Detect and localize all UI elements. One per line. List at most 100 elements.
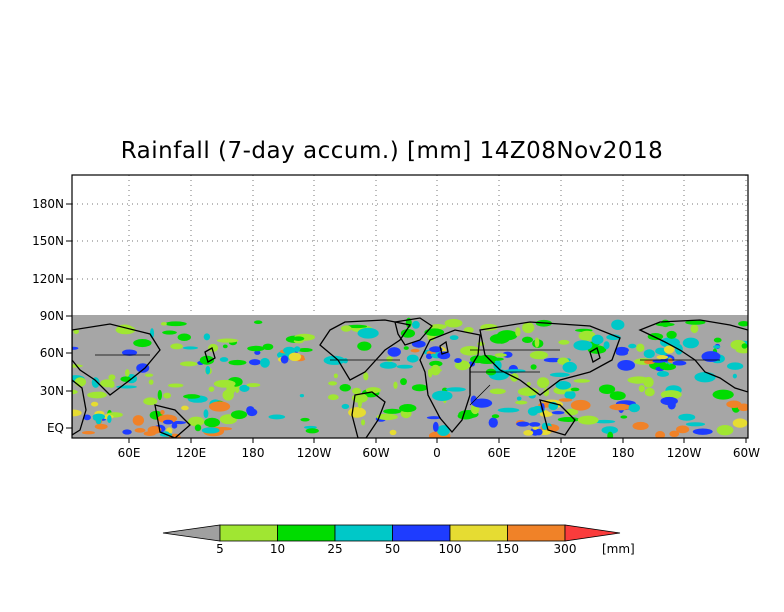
rain-patch: [357, 327, 379, 339]
rain-patch: [526, 381, 531, 386]
rain-patch: [208, 401, 231, 412]
rain-patch: [570, 399, 591, 411]
rain-patch: [132, 415, 145, 426]
rain-patch: [741, 343, 748, 349]
rain-patch: [659, 363, 677, 371]
rain-patch: [181, 405, 189, 411]
rain-patch: [134, 428, 146, 433]
rain-patch: [432, 421, 439, 432]
rain-patch: [617, 359, 636, 371]
rain-patch: [254, 350, 261, 355]
rain-patch-heavy: [663, 345, 675, 354]
rain-patch: [549, 372, 570, 377]
lon-tick-label: 120W: [667, 446, 702, 460]
rain-patch: [406, 354, 419, 363]
rain-patch: [426, 416, 441, 420]
rain-patch: [628, 403, 640, 413]
rain-patch: [247, 345, 265, 352]
plot-frame: [71, 174, 749, 439]
lat-tick-label: 30N: [40, 384, 64, 398]
rain-patch: [204, 417, 221, 428]
rain-patch: [262, 343, 274, 351]
rain-patch: [712, 389, 734, 400]
rain-patch: [672, 360, 687, 366]
rain-patch: [162, 330, 177, 335]
rain-patch: [346, 324, 368, 329]
rain-patch: [253, 320, 263, 325]
rain-patch: [424, 328, 445, 336]
lat-tick-label: 120N: [32, 272, 64, 286]
rain-patch: [170, 343, 183, 350]
rain-patch: [411, 384, 428, 392]
rain-patch: [676, 425, 690, 434]
rain-patch: [144, 373, 154, 377]
rain-patch: [387, 347, 401, 357]
rain-patch: [340, 325, 352, 332]
rain-patch: [593, 419, 616, 424]
rain-patch: [529, 351, 549, 360]
rain-patch: [660, 396, 678, 406]
rain-patch-heavy: [437, 351, 451, 360]
rain-patch-heavy: [652, 359, 665, 363]
rain-patch: [230, 410, 248, 420]
rain-patch-heavy: [643, 359, 656, 365]
colorbar-segment: [449, 524, 508, 542]
rain-patch: [603, 341, 610, 350]
rain-patch: [436, 425, 450, 436]
rain-patch: [389, 429, 397, 436]
longitude-axis: 60E 120E 180 120W 60W 0 60E 120E 180 120W 60W: [118, 438, 760, 460]
rain-patch: [246, 406, 255, 415]
rain-patch: [386, 356, 393, 362]
rain-patch: [90, 401, 99, 407]
rain-patch: [606, 334, 621, 341]
rain-patch: [628, 343, 637, 349]
land-outline: [204, 347, 216, 363]
rain-patch: [690, 324, 699, 334]
lon-tick-label: 120W: [297, 446, 332, 460]
rain-patch: [341, 403, 350, 410]
rain-patch: [396, 364, 413, 369]
rain-patch: [74, 377, 87, 387]
rain-patch: [160, 409, 165, 415]
rain-patch: [91, 377, 100, 388]
rain-patch: [515, 327, 521, 337]
rain-patch: [72, 389, 78, 395]
rain-patch-heavy: [658, 352, 668, 356]
rain-patch: [701, 351, 721, 362]
latitude-axis: EQ 30N 60N 90N 120N 150N 180N: [32, 197, 72, 435]
lat-tick-label: 90N: [40, 309, 64, 323]
rain-patch: [564, 390, 576, 400]
rain-patch: [660, 390, 682, 400]
rain-patch: [249, 359, 261, 366]
rain-patch-heavy: [147, 425, 162, 434]
rain-patch: [216, 338, 239, 343]
rain-patch-heavy: [656, 355, 669, 360]
rain-patch: [376, 413, 398, 421]
land-outlines: [72, 317, 748, 438]
rain-patch: [488, 417, 498, 428]
rain-patch: [393, 381, 398, 389]
rain-patch-heavy: [107, 414, 112, 424]
rain-patch: [100, 379, 115, 388]
lat-tick-label: EQ: [47, 421, 64, 435]
land-outline: [589, 347, 601, 363]
rain-patch: [573, 340, 593, 351]
lat-tick-label: 60N: [40, 346, 64, 360]
rain-patch: [727, 362, 744, 370]
rain-patch: [432, 390, 453, 401]
rain-patch: [357, 341, 372, 351]
rain-patch: [521, 336, 534, 343]
rain-patch: [609, 403, 631, 411]
rain-patch: [299, 393, 305, 398]
rain-patch: [194, 424, 202, 432]
rain-patch: [203, 333, 211, 341]
rain-patch: [558, 398, 573, 402]
land-outline: [419, 329, 481, 434]
rain-patch: [460, 345, 481, 356]
rain-patch: [491, 357, 504, 361]
rain-patch: [558, 339, 570, 345]
land-outline: [479, 321, 621, 396]
rain-patch: [357, 397, 362, 409]
rain-patch: [73, 329, 79, 334]
